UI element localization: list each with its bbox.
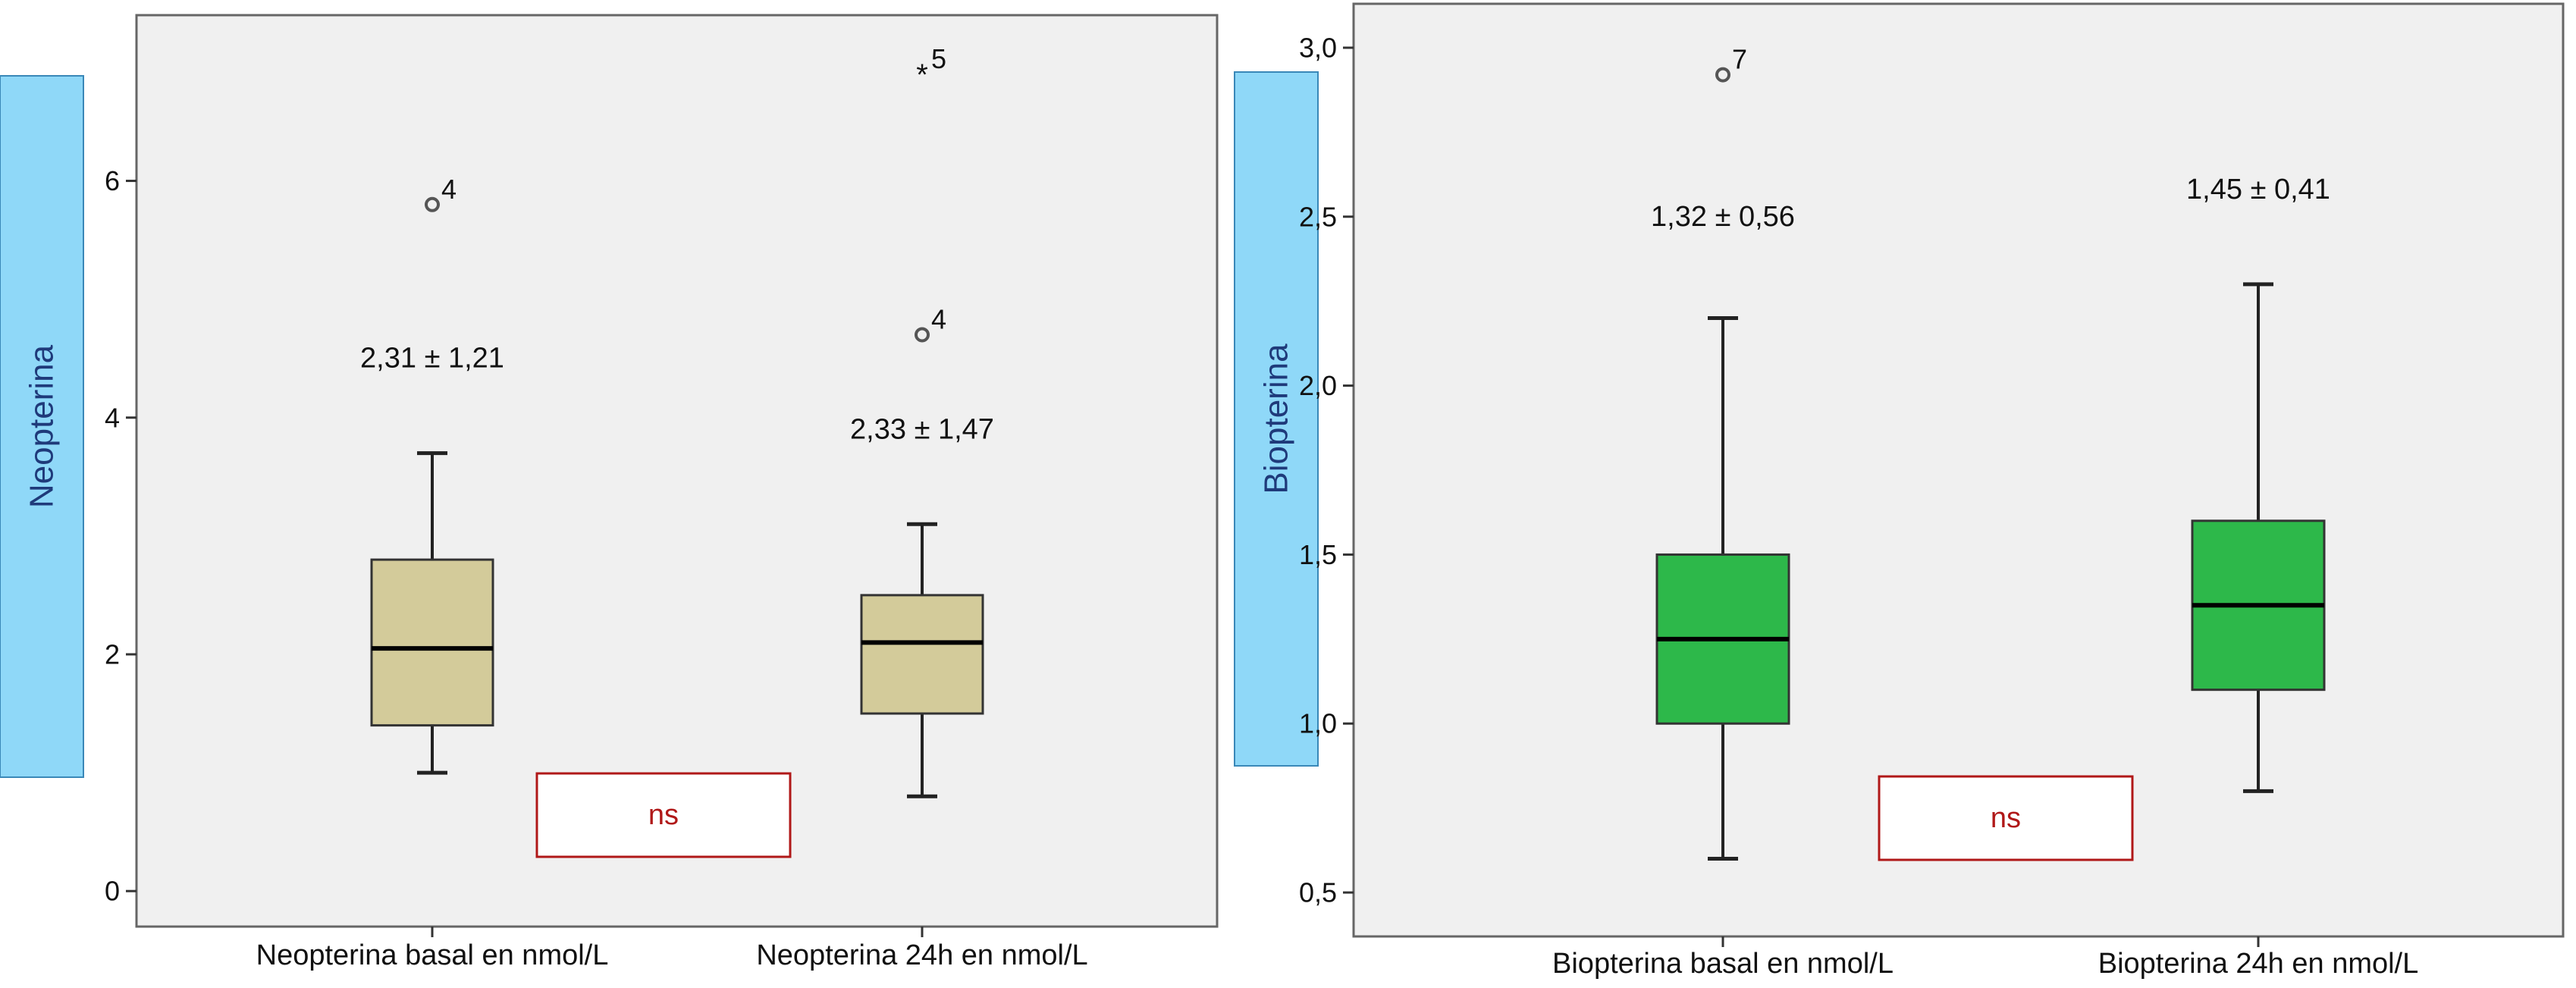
box-1 — [1655, 315, 1790, 861]
outlier-marker — [425, 196, 440, 212]
outlier-marker — [1715, 67, 1730, 83]
y-tick-label: 2 — [105, 638, 120, 670]
significance-border — [535, 772, 792, 858]
y-axis-label: Neopterina — [24, 344, 61, 508]
box-body — [860, 594, 984, 715]
significance-border — [1878, 775, 2134, 861]
chart-panel-1: Neopterina 0 2 4 6 Neopterina basal en nmol/L… — [0, 14, 1219, 971]
y-tick-label: 1,5 — [1299, 539, 1337, 570]
box-2 — [860, 522, 984, 798]
y-axis-label-tab: Biopterina — [1234, 71, 1319, 767]
y-axis-label-background — [1234, 71, 1319, 767]
extreme-marker: * — [916, 58, 928, 92]
significance-box: ns — [535, 772, 792, 858]
significance-label: ns — [1991, 802, 2021, 834]
chart-panel-2: Biopterina 0,5 1,0 1,5 2,0 2,5 3,0 Biopterina b… — [1234, 2, 2565, 980]
x-tick-label: Neopterina 24h en nmol/L — [756, 939, 1087, 971]
mean-sd-annotation: 2,31 ± 1,21 — [360, 343, 504, 375]
box-2 — [2191, 282, 2326, 793]
y-axis-label-background — [0, 75, 84, 778]
box-1 — [370, 451, 494, 775]
y-tick-label: 0 — [105, 876, 120, 907]
y-tick-label: 3,0 — [1299, 32, 1337, 63]
mean-sd-annotation: 1,45 ± 0,41 — [2186, 174, 2330, 205]
y-tick-label: 4 — [105, 402, 120, 433]
mean-sd-annotation: 1,32 ± 0,56 — [1651, 201, 1795, 233]
y-axis-label-tab: Neopterina — [0, 75, 84, 778]
y-tick-label: 0,5 — [1299, 877, 1337, 908]
x-tick-label: Biopterina basal en nmol/L — [1552, 948, 1894, 980]
y-axis-label: Biopterina — [1258, 343, 1295, 494]
y-tick-label: 2,0 — [1299, 370, 1337, 401]
significance-box: ns — [1878, 775, 2134, 861]
outlier-label: 4 — [441, 174, 457, 205]
outlier-marker — [915, 327, 930, 343]
mean-sd-annotation: 2,33 ± 1,47 — [850, 413, 994, 445]
box-body — [370, 558, 494, 727]
outlier-label: 5 — [931, 43, 946, 74]
y-tick-label: 2,5 — [1299, 201, 1337, 232]
x-tick-label: Biopterina 24h en nmol/L — [2098, 948, 2419, 980]
significance-label: ns — [648, 799, 679, 831]
outlier-label: 7 — [1732, 44, 1747, 75]
x-tick-label: Neopterina basal en nmol/L — [256, 939, 609, 971]
outlier-label: 4 — [931, 303, 946, 334]
y-tick-label: 6 — [105, 165, 120, 196]
y-tick-label: 1,0 — [1299, 708, 1337, 739]
